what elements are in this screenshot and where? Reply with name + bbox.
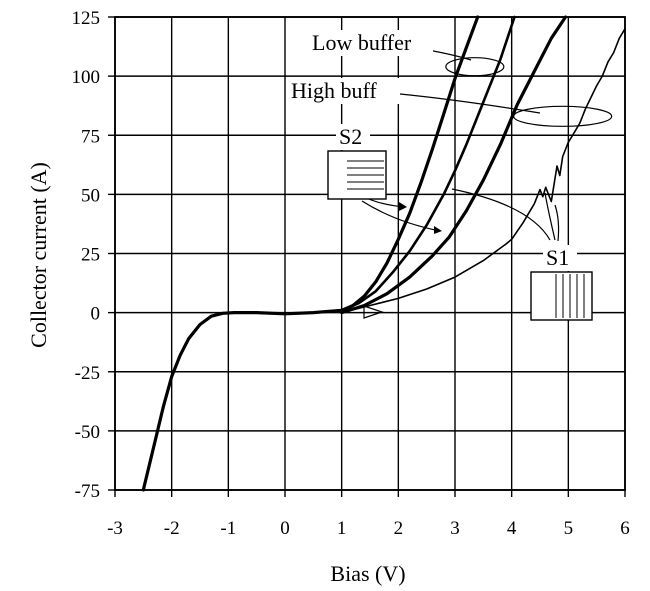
x-tick-label: 4 — [507, 518, 517, 539]
s2-arrowhead-2 — [434, 226, 442, 234]
low-buffer-label-bg — [309, 30, 433, 56]
x-tick-label: 3 — [450, 518, 460, 539]
y-tick-label: -75 — [75, 481, 100, 502]
y-tick-label: 75 — [81, 126, 100, 147]
x-tick-label: 0 — [280, 518, 290, 539]
s1-label: S1 — [546, 245, 569, 270]
s1-inset-box — [530, 271, 593, 321]
y-tick-label: 0 — [91, 304, 101, 325]
x-tick-label: -1 — [220, 518, 236, 539]
x-tick-label: 5 — [564, 518, 574, 539]
s1-leader-2 — [544, 192, 556, 241]
high-buff-leader — [399, 93, 541, 114]
s2-label: S2 — [339, 124, 362, 149]
low-buffer-ellipse — [445, 57, 505, 77]
y-tick-label: -25 — [75, 363, 100, 384]
y-axis-label: Collector current (A) — [26, 162, 51, 348]
s1-leader-1 — [451, 188, 551, 241]
low-buffer-label: Low buffer — [312, 30, 412, 55]
high-buff-ellipse — [513, 105, 613, 127]
x-tick-label: 6 — [620, 518, 630, 539]
high-buff-label-bg — [288, 78, 400, 104]
x-axis-label: Bias (V) — [330, 561, 405, 586]
x-tick-label: -3 — [107, 518, 123, 539]
s1-leader-3 — [554, 204, 560, 242]
x-tick-label: 2 — [394, 518, 404, 539]
high-buff-label: High buff — [291, 78, 377, 103]
s1-label-bg — [543, 245, 577, 271]
y-tick-label: 100 — [72, 67, 101, 88]
tick-labels: -3 -2 -1 0 1 2 3 4 5 6 125 100 75 50 25 0 -25 -50 -75 — [72, 8, 630, 539]
series-line-2 — [340, 15, 516, 312]
curves — [141, 15, 626, 492]
annotations: Low buffer High buff S2 S1 — [288, 30, 613, 321]
s2-label-bg — [336, 124, 370, 150]
series-line-3 — [340, 15, 568, 315]
x-tick-label: -2 — [164, 518, 180, 539]
x-tick-label: 1 — [337, 518, 347, 539]
y-tick-label: -50 — [75, 422, 100, 443]
series-line-1 — [141, 15, 480, 492]
y-tick-label: 50 — [81, 185, 100, 206]
y-tick-label: 125 — [72, 8, 101, 29]
series-line-4 — [340, 28, 626, 314]
s2-arrowhead-1 — [399, 202, 407, 211]
y-tick-label: 25 — [81, 245, 100, 266]
convergence-arrowhead — [363, 305, 384, 319]
s2-leader-2 — [361, 200, 441, 232]
